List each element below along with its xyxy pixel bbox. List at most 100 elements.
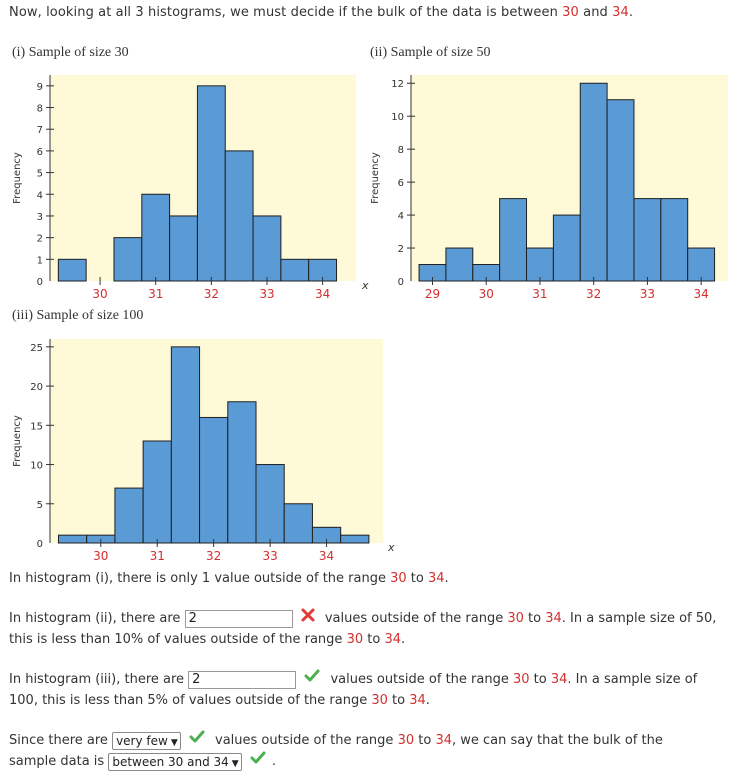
histogram-bar [340, 534, 370, 544]
p2-to2: to [363, 632, 385, 647]
y-tick-label: 1 [37, 255, 43, 266]
y-tick-label: 9 [37, 82, 43, 93]
histogram-bar [199, 416, 229, 544]
checkmark-icon [304, 669, 320, 690]
x-tick-label: 31 [150, 549, 165, 563]
p4-text2: values outside of the range [210, 733, 398, 748]
p2-low: 30 [507, 611, 524, 626]
p1-end: . [444, 571, 449, 586]
amount-select-value: very few [116, 733, 168, 748]
x-tick-label: 32 [206, 549, 221, 563]
p2-high: 34 [545, 611, 562, 626]
answer-input-histogram-2[interactable]: 2 [184, 609, 293, 628]
histogram-bar [227, 401, 257, 544]
x-tick-label: 34 [315, 287, 330, 301]
histogram-bar [142, 440, 172, 544]
chart2-title: (ii) Sample of size 50 [370, 45, 491, 60]
histogram-bar [196, 85, 226, 282]
p2-text1: In histogram (ii), there are [9, 611, 185, 626]
x-tick-label: 30 [93, 549, 108, 563]
paragraph-2: In histogram (ii), there are 2 values ou… [9, 608, 716, 650]
histogram-bar [579, 82, 608, 282]
x-tick-label: 31 [148, 287, 163, 301]
x-tick-label: 34 [319, 549, 334, 563]
p3-line-1: In histogram (iii), there are 2 values o… [9, 669, 697, 690]
x-tick-label: 29 [425, 287, 440, 301]
answer-input-histogram-3[interactable]: 2 [188, 670, 297, 689]
x-tick-label: 33 [259, 287, 274, 301]
paragraph-4: Since there are very few ▼ values outside… [9, 730, 663, 772]
p2-text3: . In a sample size of 50, [561, 611, 717, 626]
intro-low: 30 [562, 5, 579, 20]
histogram-bar [252, 215, 282, 282]
bulk-range-select[interactable]: between 30 and 34 ▼ [108, 752, 242, 771]
p4-to: to [414, 733, 436, 748]
y-tick-label: 15 [30, 421, 43, 432]
y-tick-label: 5 [37, 169, 43, 180]
checkmark-icon [250, 751, 266, 772]
histogram-bar [113, 237, 143, 282]
histogram-bar [57, 534, 88, 544]
intro-mid: and [578, 5, 613, 20]
y-tick-label: 4 [37, 190, 43, 201]
p3-to2: to [387, 693, 410, 708]
p1-to: to [406, 571, 428, 586]
p3-end: . [425, 693, 430, 708]
x-tick-label: 30 [92, 287, 107, 301]
histogram-bar [526, 247, 554, 282]
histogram-bar [445, 247, 474, 282]
y-tick-label: 10 [391, 112, 404, 123]
intro-text: Now, looking at all 3 histograms, we mus… [9, 5, 633, 20]
p2-low2: 30 [346, 632, 364, 647]
y-tick-label: 8 [37, 104, 43, 115]
histogram-bar [280, 258, 310, 282]
histogram-bar [552, 214, 581, 282]
p3-to: to [529, 672, 551, 687]
incorrect-icon [301, 608, 315, 629]
checkmark-icon [189, 730, 205, 751]
p2-high2: 34 [384, 632, 401, 647]
intro-pre: Now, looking at all 3 histograms, we mus… [9, 5, 563, 20]
y-tick-label: 0 [37, 277, 43, 288]
p3-low: 30 [512, 672, 530, 687]
y-axis-label: Frequency [12, 415, 23, 467]
y-tick-label: 25 [30, 343, 43, 354]
p4-line-1: Since there are very few ▼ values outside… [9, 730, 663, 751]
p3-text3: . In a sample size of [567, 672, 698, 687]
histogram-bar [141, 193, 171, 282]
x-tick-label: 31 [532, 287, 547, 301]
y-tick-label: 5 [37, 500, 43, 511]
amount-select[interactable]: very few ▼ [112, 731, 181, 750]
x-tick-label: 32 [586, 287, 601, 301]
y-tick-label: 2 [37, 234, 43, 245]
paragraph-1: In histogram (i), there is only 1 value … [9, 568, 449, 589]
histogram-bar [224, 150, 254, 282]
histogram-bar [499, 198, 528, 282]
p4-low: 30 [397, 733, 415, 748]
p2-line2-text: this is less than 10% of values outside … [9, 632, 347, 647]
y-tick-label: 6 [398, 178, 404, 189]
histogram-size-50: 0 2 4 6 8 10 12 29 30 31 32 33 34 Frequency [370, 75, 728, 301]
p1-high: 34 [427, 571, 445, 586]
x-tick-label: 32 [204, 287, 219, 301]
intro-high: 34 [612, 5, 629, 20]
chart3-title: (iii) Sample of size 100 [12, 308, 144, 323]
p4-end: . [271, 754, 276, 769]
x-tick-label: 34 [693, 287, 708, 301]
y-tick-label: 10 [30, 461, 43, 472]
histogram-size-100: 0 5 10 15 20 25 30 31 32 33 34 Frequency x [12, 339, 395, 563]
p2-to: to [523, 611, 546, 626]
y-tick-label: 8 [398, 145, 404, 156]
intro-post: . [628, 5, 634, 20]
p2-line-1: In histogram (ii), there are 2 values ou… [9, 608, 716, 629]
p3-line-2: 100, this is less than 5% of values outs… [9, 690, 697, 711]
histogram-bar [57, 258, 87, 282]
y-tick-label: 4 [398, 211, 404, 222]
p3-high: 34 [550, 672, 568, 687]
histogram-bar [170, 346, 201, 544]
histogram-bar [169, 215, 198, 282]
histogram-bar [114, 487, 144, 544]
chevron-down-icon: ▼ [231, 758, 239, 769]
x-axis-label: x [387, 541, 395, 554]
